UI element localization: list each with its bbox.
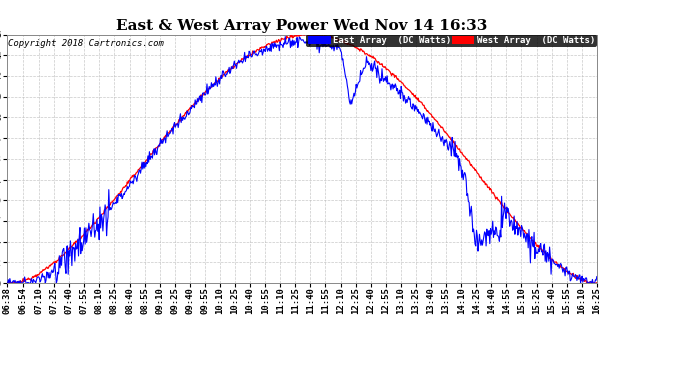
Legend: East Array  (DC Watts), West Array  (DC Watts): East Array (DC Watts), West Array (DC Wa… [306,34,597,47]
Title: East & West Array Power Wed Nov 14 16:33: East & West Array Power Wed Nov 14 16:33 [116,20,488,33]
Text: Copyright 2018 Cartronics.com: Copyright 2018 Cartronics.com [8,39,164,48]
